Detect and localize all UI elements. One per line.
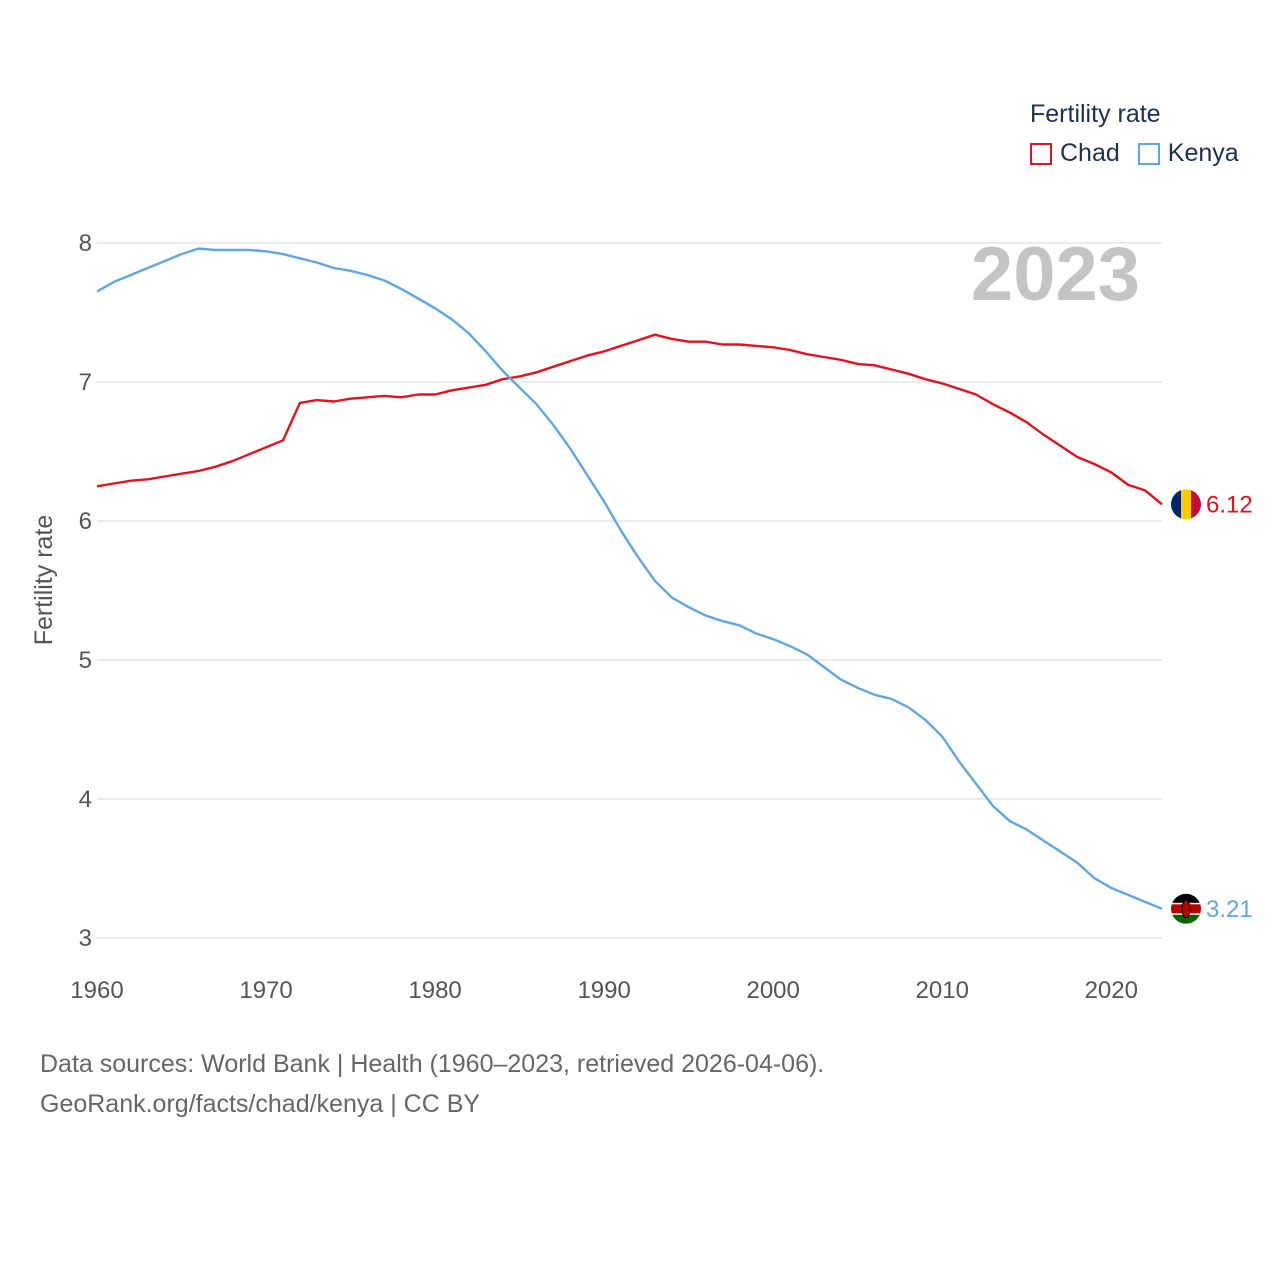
x-tick-label: 1970 (239, 977, 292, 1004)
end-markers: 6.12 3.21 (1171, 489, 1253, 924)
x-tick-label: 1980 (408, 977, 461, 1004)
legend: Fertility rate Chad Kenya (1030, 100, 1257, 168)
x-axis-ticks: 1960 1970 1980 1990 2000 2010 2020 (70, 977, 1138, 1004)
year-watermark: 2023 (971, 232, 1140, 317)
footer: Data sources: World Bank | Health (1960–… (40, 1044, 824, 1124)
legend-item-kenya[interactable]: Kenya (1137, 139, 1239, 168)
x-tick-label: 1960 (70, 977, 123, 1004)
legend-title: Fertility rate (1030, 100, 1161, 128)
x-tick-label: 2020 (1085, 977, 1138, 1004)
legend-label-chad: Chad (1060, 139, 1120, 167)
legend-item-chad[interactable]: Chad (1030, 139, 1120, 168)
y-tick-label: 4 (79, 786, 92, 813)
y-axis-ticks: 3 4 5 6 7 8 (79, 230, 92, 952)
y-tick-label: 8 (79, 230, 92, 257)
legend-swatch-kenya (1137, 142, 1160, 165)
data-sources-text: Data sources: World Bank | Health (1960–… (40, 1050, 825, 1078)
y-tick-label: 6 (79, 508, 92, 535)
x-tick-label: 2000 (746, 977, 799, 1004)
kenya-flag-icon (1171, 893, 1201, 924)
gridlines (97, 242, 1162, 939)
series-line-kenya (96, 247, 1163, 910)
end-value-kenya: 3.21 (1206, 896, 1253, 923)
y-tick-label: 7 (79, 369, 92, 396)
x-tick-label: 1990 (577, 977, 630, 1004)
chad-flag-icon (1171, 489, 1201, 520)
y-tick-label: 5 (79, 647, 92, 674)
legend-label-kenya: Kenya (1167, 139, 1239, 167)
y-axis-label: Fertility rate (30, 515, 58, 646)
end-value-chad: 6.12 (1206, 491, 1253, 518)
y-tick-label: 3 (79, 925, 92, 952)
legend-swatch-chad (1030, 142, 1052, 165)
series-lines (96, 247, 1163, 910)
series-line-chad (96, 333, 1163, 506)
attribution-text: GeoRank.org/facts/chad/kenya | CC BY (40, 1090, 481, 1118)
x-tick-label: 2010 (916, 977, 969, 1004)
